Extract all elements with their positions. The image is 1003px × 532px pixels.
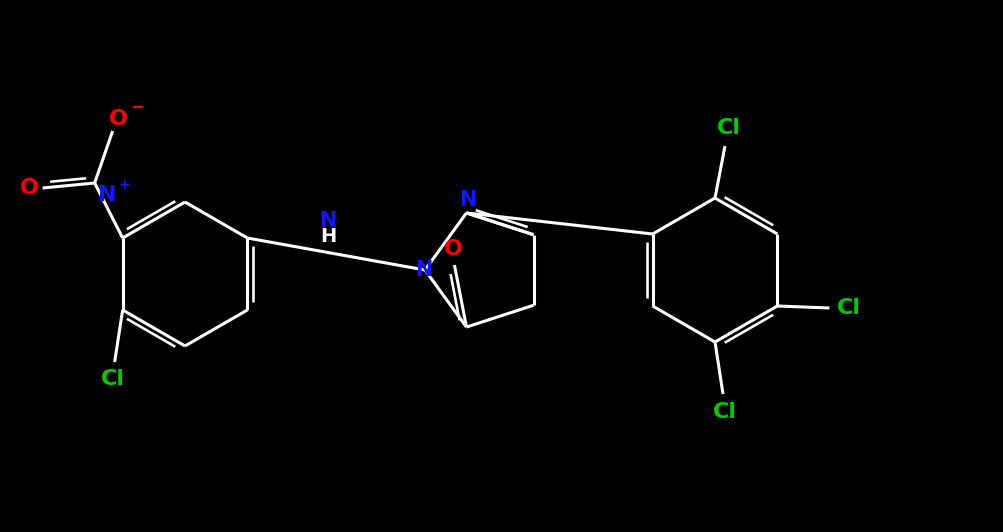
Text: N: N bbox=[415, 260, 432, 280]
Text: N: N bbox=[458, 190, 475, 210]
Text: −: − bbox=[130, 97, 144, 115]
Text: +: + bbox=[118, 178, 130, 192]
Text: Cl: Cl bbox=[712, 402, 736, 422]
Text: O: O bbox=[443, 239, 462, 259]
Text: Cl: Cl bbox=[716, 118, 740, 138]
Text: O: O bbox=[109, 109, 128, 129]
Text: Cl: Cl bbox=[100, 369, 124, 389]
Text: N: N bbox=[98, 185, 116, 205]
Text: N: N bbox=[319, 211, 337, 231]
Text: H: H bbox=[320, 227, 336, 245]
Text: Cl: Cl bbox=[837, 298, 861, 318]
Text: O: O bbox=[20, 178, 39, 198]
